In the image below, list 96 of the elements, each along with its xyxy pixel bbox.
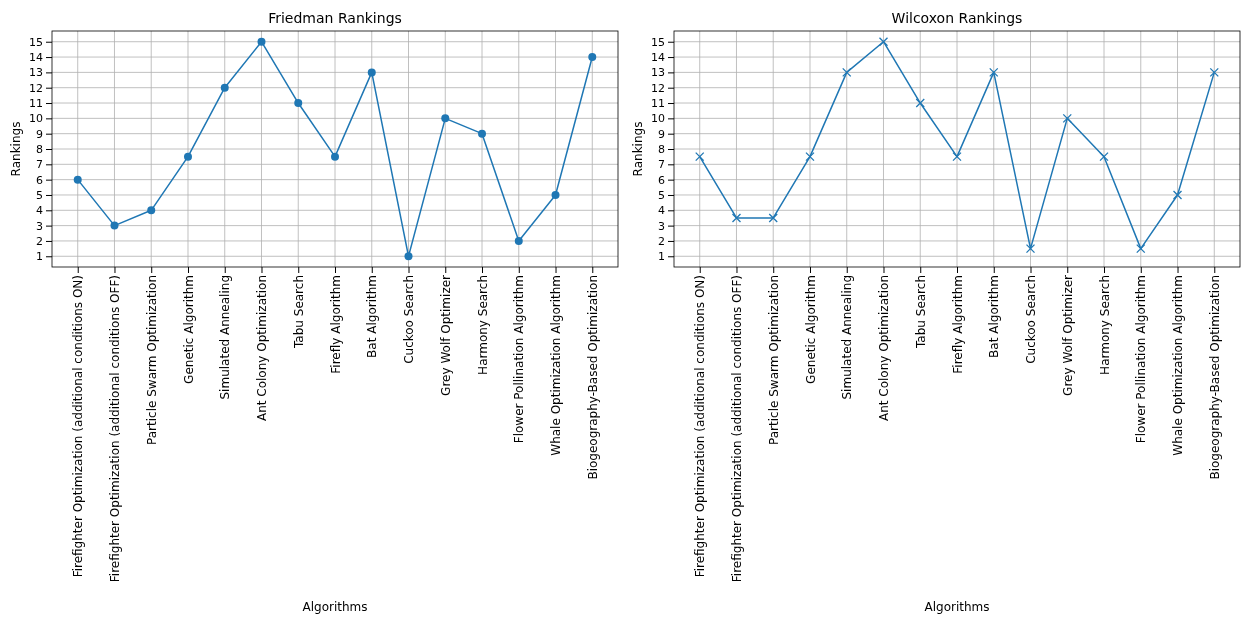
x-tick-label: Cuckoo Search — [402, 275, 417, 364]
x-tick-label: Biogeography-Based Optimization — [585, 275, 600, 480]
point — [404, 252, 413, 261]
y-tick-label: 1 — [658, 250, 665, 264]
y-tick-label: 6 — [36, 173, 43, 187]
x-axis-title: Algorithms — [924, 600, 990, 614]
y-tick-label: 5 — [36, 188, 43, 202]
point — [731, 213, 742, 223]
y-tick-label: 7 — [658, 158, 665, 172]
y-tick-label: 2 — [36, 234, 43, 248]
point — [147, 206, 156, 215]
x-tick-label: Bat Algorithm — [987, 275, 1002, 358]
x-tick-label: Bat Algorithm — [365, 275, 380, 358]
y-tick-label: 14 — [29, 51, 43, 65]
point — [588, 53, 597, 62]
x-tick-label: Tabu Search — [913, 275, 928, 349]
x-tick-label: Whale Optimization Algorithm — [549, 275, 564, 456]
y-tick-label: 7 — [36, 158, 43, 172]
chart-title: Wilcoxon Rankings — [891, 10, 1023, 26]
point — [551, 190, 560, 199]
x-tick-label: Grey Wolf Optimizer — [438, 274, 453, 396]
x-tick-label: Ant Colony Optimization — [877, 275, 892, 422]
x-tick-label: Genetic Algorithm — [803, 275, 818, 384]
x-tick-label: Firefighter Optimization (additional conditions ON) — [71, 275, 86, 578]
point — [695, 152, 705, 162]
y-tick-label: 1 — [36, 250, 43, 264]
y-tick-label: 15 — [651, 35, 665, 49]
x-tick-label: Simulated Annealing — [840, 275, 855, 400]
point — [768, 213, 778, 223]
x-tick-label: Firefighter Optimization (additional conditions OFF) — [108, 275, 123, 583]
point — [294, 99, 303, 108]
y-tick-label: 5 — [658, 188, 665, 202]
point — [331, 152, 339, 161]
y-tick-label: 2 — [658, 234, 665, 248]
x-tick-label: Genetic Algorithm — [181, 275, 196, 384]
point — [1062, 113, 1072, 123]
point — [257, 37, 266, 46]
x-tick-label: Flower Pollination Algorithm — [1134, 275, 1149, 444]
point — [878, 37, 889, 47]
x-tick-label: Particle Swarm Optimization — [766, 275, 781, 445]
x-tick-label: Harmony Search — [475, 275, 490, 375]
point — [367, 68, 376, 77]
x-tick-label: Tabu Search — [291, 275, 306, 349]
y-tick-label: 10 — [29, 112, 43, 126]
x-tick-label: Firefly Algorithm — [950, 275, 965, 374]
y-tick-label: 6 — [658, 173, 665, 187]
y-tick-label: 3 — [36, 219, 43, 233]
y-tick-label: 13 — [29, 66, 43, 80]
y-axis-title: Rankings — [9, 121, 23, 177]
point — [842, 67, 852, 78]
y-tick-label: 11 — [29, 97, 43, 111]
point — [805, 152, 815, 162]
x-tick-label: Firefighter Optimization (additional conditions ON) — [693, 275, 708, 578]
point — [73, 175, 82, 184]
x-tick-label: Harmony Search — [1097, 275, 1112, 375]
y-tick-label: 12 — [29, 81, 43, 95]
x-tick-label: Ant Colony Optimization — [255, 275, 270, 422]
x-axis-title: Algorithms — [302, 600, 368, 614]
x-tick-label: Particle Swarm Optimization — [144, 275, 159, 445]
point — [514, 236, 523, 245]
y-tick-label: 3 — [658, 219, 665, 233]
y-tick-label: 10 — [651, 112, 665, 126]
y-tick-label: 8 — [36, 143, 43, 157]
x-tick-label: Firefly Algorithm — [328, 275, 343, 374]
point — [1209, 67, 1219, 78]
y-tick-label: 8 — [658, 143, 665, 157]
point — [915, 98, 925, 108]
y-axis-title: Rankings — [631, 121, 645, 177]
y-tick-label: 9 — [658, 127, 665, 141]
point — [1025, 243, 1036, 254]
y-tick-label: 4 — [658, 204, 665, 218]
y-tick-label: 13 — [651, 66, 665, 80]
x-tick-label: Firefighter Optimization (additional conditions OFF) — [730, 275, 745, 583]
point — [183, 152, 192, 161]
point — [1136, 243, 1146, 254]
y-tick-label: 12 — [651, 81, 665, 95]
y-tick-label: 14 — [651, 51, 665, 65]
point — [989, 67, 999, 78]
x-tick-label: Flower Pollination Algorithm — [512, 275, 527, 444]
x-tick-label: Whale Optimization Algorithm — [1171, 275, 1186, 456]
point — [110, 221, 119, 230]
y-tick-label: 11 — [651, 97, 665, 111]
x-tick-label: Grey Wolf Optimizer — [1060, 274, 1075, 396]
point — [220, 83, 229, 92]
y-tick-label: 9 — [36, 127, 43, 141]
x-tick-label: Simulated Annealing — [218, 275, 233, 400]
point — [1099, 152, 1109, 162]
point — [478, 129, 487, 138]
chart-title: Friedman Rankings — [268, 10, 402, 26]
y-tick-label: 4 — [36, 204, 43, 218]
y-tick-label: 15 — [29, 35, 43, 49]
x-tick-label: Cuckoo Search — [1024, 275, 1039, 364]
point — [441, 114, 450, 123]
point — [1172, 190, 1183, 200]
point — [952, 152, 962, 162]
x-tick-label: Biogeography-Based Optimization — [1207, 275, 1222, 480]
